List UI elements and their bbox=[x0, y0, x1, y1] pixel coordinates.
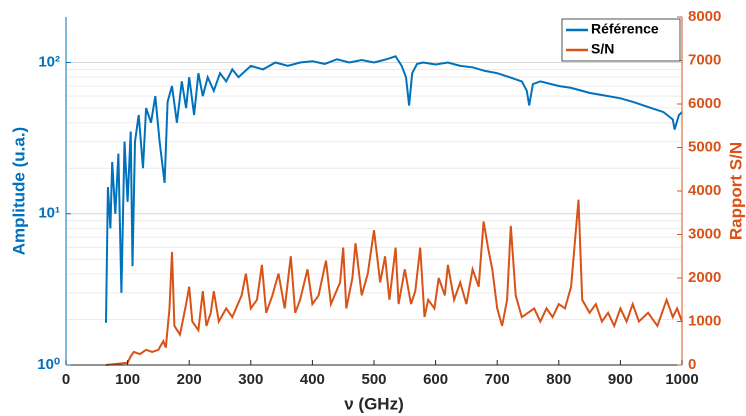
legend-label: S/N bbox=[591, 41, 614, 57]
x-tick-label: 200 bbox=[177, 371, 202, 388]
y2-tick-label: 3000 bbox=[688, 225, 721, 242]
x-tick-label: 700 bbox=[485, 371, 510, 388]
y2-tick-label: 5000 bbox=[688, 138, 721, 155]
x-axis-label: ν (GHz) bbox=[344, 394, 404, 413]
x-tick-label: 400 bbox=[300, 371, 325, 388]
x-tick-label: 100 bbox=[115, 371, 140, 388]
x-tick-label: 1000 bbox=[665, 371, 698, 388]
y2-tick-label: 2000 bbox=[688, 269, 721, 286]
y-tick-label: 10¹ bbox=[38, 205, 60, 222]
y2-axis-label: Rapport S/N bbox=[726, 142, 745, 240]
x-tick-label: 0 bbox=[62, 371, 70, 388]
x-tick-label: 300 bbox=[238, 371, 263, 388]
data-line bbox=[105, 55, 683, 323]
y2-tick-label: 7000 bbox=[688, 51, 721, 68]
x-tick-label: 900 bbox=[608, 371, 633, 388]
y-axis-label: Amplitude (u.a.) bbox=[9, 127, 28, 255]
x-tick-label: 500 bbox=[361, 371, 386, 388]
y-tick-label: 10² bbox=[38, 53, 60, 70]
y2-tick-label: 0 bbox=[688, 356, 696, 373]
legend-label: Référence bbox=[591, 21, 659, 37]
y-tick-label: 10⁰ bbox=[37, 356, 60, 373]
y2-tick-label: 4000 bbox=[688, 182, 721, 199]
legend-box bbox=[561, 18, 681, 62]
y2-tick-label: 6000 bbox=[688, 95, 721, 112]
x-tick-label: 800 bbox=[546, 371, 571, 388]
y2-tick-label: 8000 bbox=[688, 8, 721, 25]
data-line bbox=[105, 199, 683, 366]
y2-tick-label: 1000 bbox=[688, 312, 721, 329]
x-tick-label: 600 bbox=[423, 371, 448, 388]
